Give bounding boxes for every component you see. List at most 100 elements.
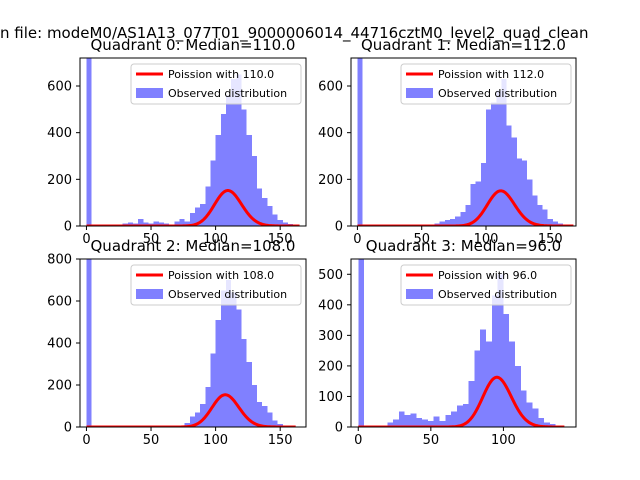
histogram-bar [503, 313, 510, 427]
x-tick-label: 150 [268, 232, 293, 247]
legend-patch-swatch [406, 88, 433, 98]
plot-area [86, 58, 300, 226]
histogram-bar [277, 423, 283, 427]
y-tick-label: 300 [318, 329, 343, 344]
histogram-bar [544, 422, 550, 427]
histogram-bar [241, 109, 247, 226]
plot-area [86, 259, 296, 427]
y-tick-label: 400 [47, 126, 72, 141]
x-tick-label: 0 [82, 232, 90, 247]
histogram-bar [506, 125, 512, 226]
axes-frame [350, 57, 577, 227]
y-tick-label: 500 [318, 268, 343, 283]
y-tick-label: 600 [47, 80, 72, 95]
histogram-bar [532, 408, 539, 427]
histogram-bar [462, 404, 469, 427]
histogram-bar [267, 412, 273, 427]
y-tick-label: 200 [47, 173, 72, 188]
x-tick-label: 50 [423, 433, 440, 448]
x-tick-label: 0 [82, 433, 90, 448]
y-tick-label: 600 [47, 295, 72, 310]
histogram-bar [526, 402, 533, 427]
histogram-bar [422, 419, 428, 427]
poisson-line [86, 393, 296, 427]
histogram-bar [532, 195, 538, 226]
histogram-bar [527, 179, 533, 226]
y-tick-label: 0 [335, 220, 343, 235]
histogram-bar [480, 163, 486, 226]
histogram-bar [537, 205, 543, 226]
histogram-bar [174, 221, 180, 226]
histogram-bar [460, 212, 466, 226]
chart-panel-3: 0 50 100 0 100 200 300 400 500 Quadrant 3: Median… [318, 237, 577, 448]
histogram-bar [416, 417, 423, 427]
histogram-bar [262, 198, 268, 226]
histogram-bar [220, 290, 226, 427]
histogram-bar [486, 109, 492, 226]
histogram-bar [456, 405, 463, 427]
histogram-bar [246, 135, 252, 226]
histogram-bar [251, 156, 257, 226]
histogram-bar [256, 188, 263, 226]
histogram-bar [194, 207, 201, 226]
chart-title: Quadrant 3: Median=96.0 [366, 237, 561, 255]
histogram-bar [475, 181, 481, 226]
histogram-bar [439, 221, 445, 226]
histogram-bar [444, 220, 450, 226]
histogram-bar [491, 295, 498, 427]
histogram-bar [455, 216, 461, 226]
histogram-bar [194, 412, 201, 427]
histogram-bar [511, 137, 517, 226]
histogram-bar [127, 222, 133, 226]
histogram-bar [538, 417, 545, 427]
histogram-bar [410, 413, 417, 427]
x-tick-label: 100 [491, 433, 516, 448]
poisson-line [357, 189, 574, 226]
legend-box [400, 63, 572, 105]
histogram-bar [205, 387, 211, 427]
histogram-bar [241, 338, 247, 427]
y-tick-label: 100 [318, 390, 343, 405]
legend-label-poisson: Poission with 96.0 [438, 269, 537, 282]
poisson-line [86, 189, 300, 226]
histogram-bar [552, 221, 558, 226]
plot-area [357, 58, 574, 226]
histogram-bar [439, 420, 446, 427]
histogram-bar [468, 381, 475, 427]
x-tick-label: 0 [354, 433, 362, 448]
histogram-bar [451, 411, 457, 427]
x-tick-label: 50 [143, 433, 160, 448]
histogram-bar [474, 350, 481, 427]
legend-label-poisson: Poission with 110.0 [168, 68, 274, 81]
chart-panel-2: 0 50 100 150 0 200 400 600 800 Quadrant 2: Median… [47, 237, 307, 448]
x-tick-label: 0 [353, 232, 361, 247]
legend-patch-swatch [136, 289, 163, 299]
histogram-bar [158, 222, 164, 226]
histogram-bar [509, 341, 516, 427]
histogram-bar [205, 186, 211, 226]
histogram-bar [236, 74, 242, 226]
histogram-bar [358, 259, 365, 427]
histogram-bar [179, 219, 185, 226]
legend-label-observed: Observed distribution [168, 288, 287, 301]
legend-patch-swatch [136, 88, 163, 98]
x-tick-label: 100 [203, 232, 228, 247]
legend: Poission with 108.0 Observed distribution [130, 264, 302, 306]
y-tick-label: 0 [64, 220, 72, 235]
histogram-bar [210, 160, 216, 226]
histogram-bar [256, 401, 263, 427]
histogram-bar [470, 184, 476, 226]
y-tick-label: 400 [318, 298, 343, 313]
y-tick-label: 200 [318, 359, 343, 374]
histogram-bar [220, 114, 226, 226]
histogram-bar [480, 329, 486, 427]
histogram-bar [236, 309, 242, 427]
y-tick-label: 800 [47, 253, 72, 268]
legend-box [130, 63, 302, 105]
histogram-bar [357, 58, 363, 226]
histogram-bar [138, 219, 144, 226]
x-tick-label: 150 [538, 232, 563, 247]
histogram-bar [210, 353, 216, 427]
histogram-bar [491, 102, 497, 226]
